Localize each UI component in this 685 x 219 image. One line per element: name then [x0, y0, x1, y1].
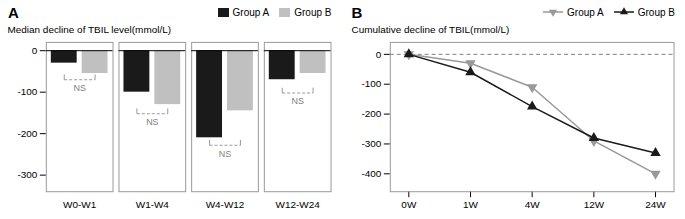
svg-text:W12-W24: W12-W24: [276, 199, 321, 210]
svg-text:W4-W12: W4-W12: [206, 199, 245, 210]
svg-text:-200: -200: [361, 108, 381, 119]
svg-text:-400: -400: [361, 168, 381, 179]
svg-text:W1-W4: W1-W4: [136, 199, 170, 210]
html-text:B: B: [351, 3, 363, 21]
svg-text:W0-W1: W0-W1: [63, 199, 97, 210]
svg-text:0W: 0W: [401, 199, 417, 210]
svg-text:-100: -100: [17, 86, 37, 97]
svg-text:1W: 1W: [463, 199, 479, 210]
html-text:Group B: Group B: [637, 6, 675, 18]
svg-text:0: 0: [375, 49, 381, 60]
svg-text:-300: -300: [17, 169, 37, 180]
svg-text:24W: 24W: [645, 199, 666, 210]
svg-text:Median decline of TBIL level(m: Median decline of TBIL level(mmol/L): [7, 24, 171, 35]
svg-text:NS: NS: [219, 149, 231, 159]
svg-text:12W: 12W: [583, 199, 604, 210]
svg-text:-300: -300: [361, 138, 381, 149]
svg-text:-200: -200: [17, 128, 37, 139]
svg-text:NS: NS: [146, 117, 158, 127]
svg-text:-100: -100: [361, 78, 381, 89]
html-text:Group A: Group A: [232, 6, 270, 18]
svg-text:Cumulative decline of TBIL(mmo: Cumulative decline of TBIL(mmol/L): [351, 24, 509, 35]
html-text:Group A: Group A: [567, 6, 604, 18]
svg-text:0: 0: [32, 45, 38, 56]
html-text:Group B: Group B: [294, 6, 332, 18]
svg-text:4W: 4W: [524, 199, 540, 210]
html-text:A: A: [8, 3, 19, 21]
svg-text:NS: NS: [291, 96, 303, 106]
svg-text:NS: NS: [73, 83, 85, 93]
